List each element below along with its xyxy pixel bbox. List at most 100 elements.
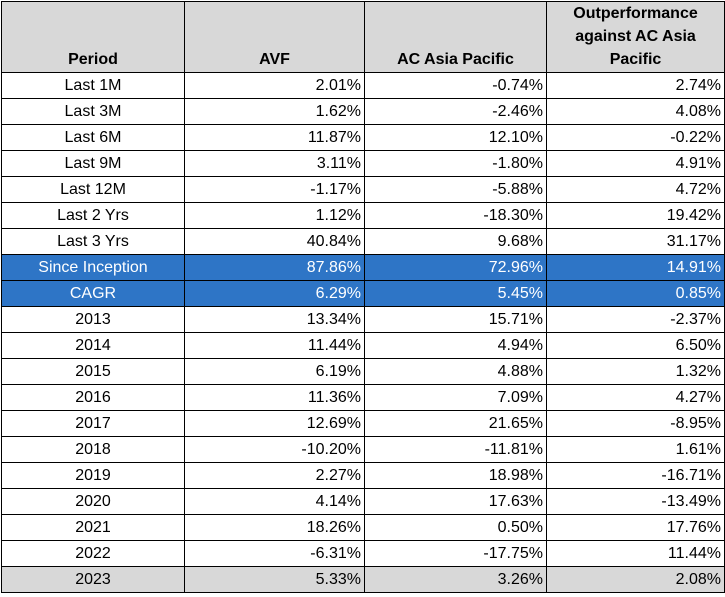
avf-cell: 5.33% (184, 566, 365, 593)
table-row: 2022 -6.31% -17.75% 11.44% (1, 540, 725, 567)
period-cell: Last 3M (1, 98, 185, 125)
period-cell: 2019 (1, 462, 185, 489)
avf-cell: 11.87% (184, 124, 365, 151)
avf-cell: 3.11% (184, 150, 365, 177)
ac-asia-pacific-cell: 7.09% (364, 384, 547, 411)
ac-asia-pacific-cell: 18.98% (364, 462, 547, 489)
ac-asia-pacific-cell: 5.45% (364, 280, 547, 307)
ac-asia-pacific-cell: 0.50% (364, 514, 547, 541)
outperformance-cell: -16.71% (546, 462, 725, 489)
avf-cell: 2.27% (184, 462, 365, 489)
period-cell: Last 3 Yrs (1, 228, 185, 255)
outperformance-cell: 4.27% (546, 384, 725, 411)
header-row: Period AVF AC Asia Pacific Outperformanc… (1, 1, 725, 73)
period-cell: Last 9M (1, 150, 185, 177)
table-row: Last 3 Yrs 40.84% 9.68% 31.17% (1, 228, 725, 255)
outperformance-cell: 17.76% (546, 514, 725, 541)
period-cell: Last 2 Yrs (1, 202, 185, 229)
outperformance-cell: 11.44% (546, 540, 725, 567)
ac-asia-pacific-cell: 21.65% (364, 410, 547, 437)
table-row: 2021 18.26% 0.50% 17.76% (1, 514, 725, 541)
ac-asia-pacific-cell: 17.63% (364, 488, 547, 515)
period-cell: 2013 (1, 306, 185, 333)
outperformance-cell: 4.08% (546, 98, 725, 125)
outperformance-cell: 14.91% (546, 254, 725, 281)
ac-asia-pacific-cell: -17.75% (364, 540, 547, 567)
header-period: Period (1, 1, 185, 73)
table-row: Last 9M 3.11% -1.80% 4.91% (1, 150, 725, 177)
ac-asia-pacific-cell: -1.80% (364, 150, 547, 177)
period-cell: Last 6M (1, 124, 185, 151)
avf-cell: 6.29% (184, 280, 365, 307)
table-row: Last 6M 11.87% 12.10% -0.22% (1, 124, 725, 151)
period-cell: CAGR (1, 280, 185, 307)
period-cell: Last 12M (1, 176, 185, 203)
avf-cell: 12.69% (184, 410, 365, 437)
period-cell: 2018 (1, 436, 185, 463)
period-cell: Last 1M (1, 72, 185, 99)
table-row: Since Inception 87.86% 72.96% 14.91% (1, 254, 725, 281)
table-row: 2017 12.69% 21.65% -8.95% (1, 410, 725, 437)
table-row: Last 3M 1.62% -2.46% 4.08% (1, 98, 725, 125)
table-row: Last 12M -1.17% -5.88% 4.72% (1, 176, 725, 203)
table-row: Last 1M 2.01% -0.74% 2.74% (1, 72, 725, 99)
avf-cell: 6.19% (184, 358, 365, 385)
table-row: Last 2 Yrs 1.12% -18.30% 19.42% (1, 202, 725, 229)
period-cell: 2021 (1, 514, 185, 541)
ac-asia-pacific-cell: 9.68% (364, 228, 547, 255)
avf-cell: -10.20% (184, 436, 365, 463)
ac-asia-pacific-cell: 3.26% (364, 566, 547, 593)
header-avf: AVF (184, 1, 365, 73)
outperformance-cell: 4.91% (546, 150, 725, 177)
header-outperformance: Outperformance against AC Asia Pacific (546, 1, 725, 73)
avf-cell: -1.17% (184, 176, 365, 203)
ac-asia-pacific-cell: 4.88% (364, 358, 547, 385)
outperformance-cell: -2.37% (546, 306, 725, 333)
avf-cell: 1.62% (184, 98, 365, 125)
ac-asia-pacific-cell: 72.96% (364, 254, 547, 281)
table-row: CAGR 6.29% 5.45% 0.85% (1, 280, 725, 307)
avf-cell: 2.01% (184, 72, 365, 99)
ac-asia-pacific-cell: -11.81% (364, 436, 547, 463)
table-row: 2023 5.33% 3.26% 2.08% (1, 566, 725, 593)
outperformance-cell: 4.72% (546, 176, 725, 203)
table-header: Period AVF AC Asia Pacific Outperformanc… (1, 1, 725, 73)
avf-cell: 11.44% (184, 332, 365, 359)
table-row: 2020 4.14% 17.63% -13.49% (1, 488, 725, 515)
period-cell: 2016 (1, 384, 185, 411)
period-cell: 2017 (1, 410, 185, 437)
outperformance-cell: 2.74% (546, 72, 725, 99)
outperformance-cell: -13.49% (546, 488, 725, 515)
period-cell: 2014 (1, 332, 185, 359)
avf-cell: 1.12% (184, 202, 365, 229)
table-row: 2013 13.34% 15.71% -2.37% (1, 306, 725, 333)
avf-cell: 18.26% (184, 514, 365, 541)
table-body: Last 1M 2.01% -0.74% 2.74% Last 3M 1.62% -2.46… (1, 72, 725, 593)
avf-cell: 11.36% (184, 384, 365, 411)
avf-cell: 4.14% (184, 488, 365, 515)
avf-cell: 87.86% (184, 254, 365, 281)
avf-cell: -6.31% (184, 540, 365, 567)
ac-asia-pacific-cell: 4.94% (364, 332, 547, 359)
ac-asia-pacific-cell: -5.88% (364, 176, 547, 203)
outperformance-cell: 6.50% (546, 332, 725, 359)
period-cell: 2022 (1, 540, 185, 567)
ac-asia-pacific-cell: 12.10% (364, 124, 547, 151)
outperformance-cell: 0.85% (546, 280, 725, 307)
period-cell: 2023 (1, 566, 185, 593)
ac-asia-pacific-cell: -18.30% (364, 202, 547, 229)
table-row: 2014 11.44% 4.94% 6.50% (1, 332, 725, 359)
period-cell: 2020 (1, 488, 185, 515)
table-row: 2018 -10.20% -11.81% 1.61% (1, 436, 725, 463)
ac-asia-pacific-cell: -0.74% (364, 72, 547, 99)
outperformance-cell: 2.08% (546, 566, 725, 593)
ac-asia-pacific-cell: 15.71% (364, 306, 547, 333)
outperformance-cell: 31.17% (546, 228, 725, 255)
ac-asia-pacific-cell: -2.46% (364, 98, 547, 125)
table-row: 2016 11.36% 7.09% 4.27% (1, 384, 725, 411)
header-ac-asia-pacific: AC Asia Pacific (364, 1, 547, 73)
table-row: 2015 6.19% 4.88% 1.32% (1, 358, 725, 385)
period-cell: 2015 (1, 358, 185, 385)
outperformance-cell: 1.61% (546, 436, 725, 463)
